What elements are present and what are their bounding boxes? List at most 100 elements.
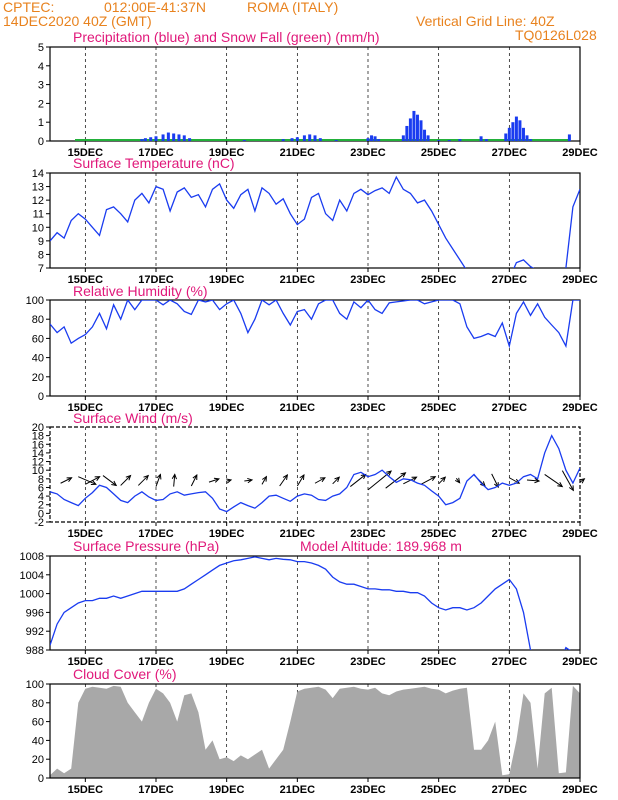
precip-ytick-label: 1 bbox=[38, 117, 44, 129]
precip-yticks: 0 1 2 3 4 5 bbox=[38, 42, 50, 148]
temp-ytick-label: 14 bbox=[32, 168, 44, 180]
wind-arrow-shaft bbox=[173, 474, 176, 487]
temp-frame bbox=[49, 172, 581, 269]
wind-arrow-head bbox=[454, 477, 461, 484]
wind-ytick-label: 12 bbox=[32, 457, 44, 469]
temp-ytick-label: 13 bbox=[32, 182, 44, 194]
pres-xtick-label: 23DEC bbox=[350, 656, 386, 668]
precip-xtick-label: 27DEC bbox=[492, 147, 528, 159]
wind-arrow-head bbox=[299, 474, 305, 481]
wind-arrow-head bbox=[261, 475, 267, 482]
pres-line bbox=[50, 556, 571, 650]
cloud-xtick-label: 29DEC bbox=[562, 784, 598, 796]
temp-grid bbox=[84, 173, 510, 268]
precip-bar bbox=[290, 138, 294, 141]
cloud-xtick-label: 25DEC bbox=[421, 784, 457, 796]
wind-arrow-shaft bbox=[314, 477, 326, 484]
precip-bar bbox=[377, 139, 381, 141]
rh-grid bbox=[84, 300, 510, 396]
wind-arrow-head bbox=[557, 481, 564, 488]
precip-bar bbox=[458, 139, 462, 141]
cloud-ytick-label: 100 bbox=[26, 679, 44, 691]
wind-arrow-head bbox=[226, 478, 233, 484]
wind-arrow-head bbox=[360, 473, 367, 480]
precip-xtick-label: 25DEC bbox=[421, 147, 457, 159]
wind-arrow-head bbox=[534, 478, 541, 484]
rh-ytick-label: 0 bbox=[38, 391, 44, 403]
temp-xtick-label: 29DEC bbox=[562, 274, 598, 286]
cloud-ytick-label: 20 bbox=[32, 754, 44, 766]
temp-ytick-label: 12 bbox=[32, 195, 44, 207]
precip-xtick-label: 23DEC bbox=[350, 147, 386, 159]
rh-frame bbox=[49, 299, 581, 397]
cloud-title: Cloud Cover (%) bbox=[73, 666, 176, 682]
wind-title: Surface Wind (m/s) bbox=[73, 410, 193, 426]
wind-xticks: 15DEC 17DEC 19DEC 21DEC 23DEC 25DEC 27DEC 29DEC bbox=[68, 522, 598, 540]
cloud-series bbox=[50, 685, 580, 778]
precip-xtick-label: 15DEC bbox=[68, 147, 104, 159]
pres-xtick-label: 19DEC bbox=[209, 656, 245, 668]
rh-line bbox=[50, 300, 580, 349]
precip-bar bbox=[514, 116, 518, 141]
pres-ytick-label: 1000 bbox=[20, 589, 44, 601]
temp-series bbox=[50, 175, 580, 268]
rh-xticks: 15DEC 17DEC 19DEC 21DEC 23DEC 25DEC 27DEC 29DEC bbox=[68, 396, 598, 414]
temp-xtick-label: 27DEC bbox=[492, 274, 528, 286]
precip-ytick-label: 3 bbox=[38, 80, 44, 92]
precip-bar bbox=[143, 138, 147, 141]
temp-ytick-label: 8 bbox=[38, 249, 44, 261]
wind-xtick-label: 15DEC bbox=[68, 528, 104, 540]
header-source: CPTEC: bbox=[3, 0, 55, 15]
wind-arrow-shaft bbox=[155, 474, 161, 487]
precip-bar bbox=[511, 122, 515, 141]
temp-title: Surface Temperature (nC) bbox=[73, 155, 235, 171]
rh-xtick-label: 29DEC bbox=[562, 402, 598, 414]
wind-ytick-label: 6 bbox=[38, 482, 44, 494]
wind-arrow-head bbox=[282, 474, 289, 481]
cloud-ytick-label: 60 bbox=[32, 717, 44, 729]
precip-bar bbox=[529, 139, 533, 141]
precip-bar bbox=[281, 139, 285, 141]
precip-bar bbox=[172, 133, 176, 141]
wind-arrow-head bbox=[94, 476, 101, 481]
temp-xtick-label: 15DEC bbox=[68, 274, 104, 286]
pres-xtick-label: 15DEC bbox=[68, 656, 104, 668]
rh-xtick-label: 23DEC bbox=[350, 402, 386, 414]
precip-bar bbox=[401, 135, 405, 141]
wind-ytick-label: 14 bbox=[32, 448, 44, 460]
precip-bar bbox=[313, 135, 317, 141]
wind-ytick-label: 20 bbox=[32, 422, 44, 434]
wind-arrow-head bbox=[579, 478, 586, 484]
wind-arrow-head bbox=[247, 477, 254, 484]
wind-arrow-head bbox=[125, 474, 132, 481]
precip-title: Precipitation (blue) and Snow Fall (gree… bbox=[73, 29, 380, 45]
precip-bar bbox=[567, 134, 571, 141]
temp-ytick-label: 9 bbox=[38, 236, 44, 248]
wind-arrow-head bbox=[66, 477, 73, 483]
precip-bar bbox=[447, 140, 451, 141]
wind-ytick-label: 8 bbox=[38, 474, 44, 486]
wind-arrow-shaft bbox=[208, 478, 220, 483]
wind-arrow-shaft bbox=[296, 474, 305, 487]
rh-xtick-label: 19DEC bbox=[209, 402, 245, 414]
pres-ytick-label: 992 bbox=[26, 626, 44, 638]
wind-arrows bbox=[60, 470, 586, 492]
wind-line bbox=[50, 434, 580, 513]
rh-xtick-label: 15DEC bbox=[68, 402, 104, 414]
rh-xtick-label: 25DEC bbox=[421, 402, 457, 414]
rh-xtick-label: 17DEC bbox=[138, 402, 174, 414]
wind-arrow-head bbox=[386, 470, 392, 476]
precip-bar bbox=[366, 138, 370, 141]
wind-arrow-head bbox=[213, 477, 220, 483]
precip-bar bbox=[302, 135, 306, 141]
temp-xtick-label: 21DEC bbox=[280, 274, 316, 286]
cloud-frame bbox=[49, 683, 581, 779]
wind-arrow-shaft bbox=[190, 474, 198, 487]
precip-bar bbox=[423, 129, 427, 141]
cloud-xtick-label: 15DEC bbox=[68, 784, 104, 796]
precip-bar bbox=[415, 114, 419, 141]
rh-ytick-label: 40 bbox=[32, 353, 44, 365]
wind-arrow-head bbox=[411, 476, 418, 482]
